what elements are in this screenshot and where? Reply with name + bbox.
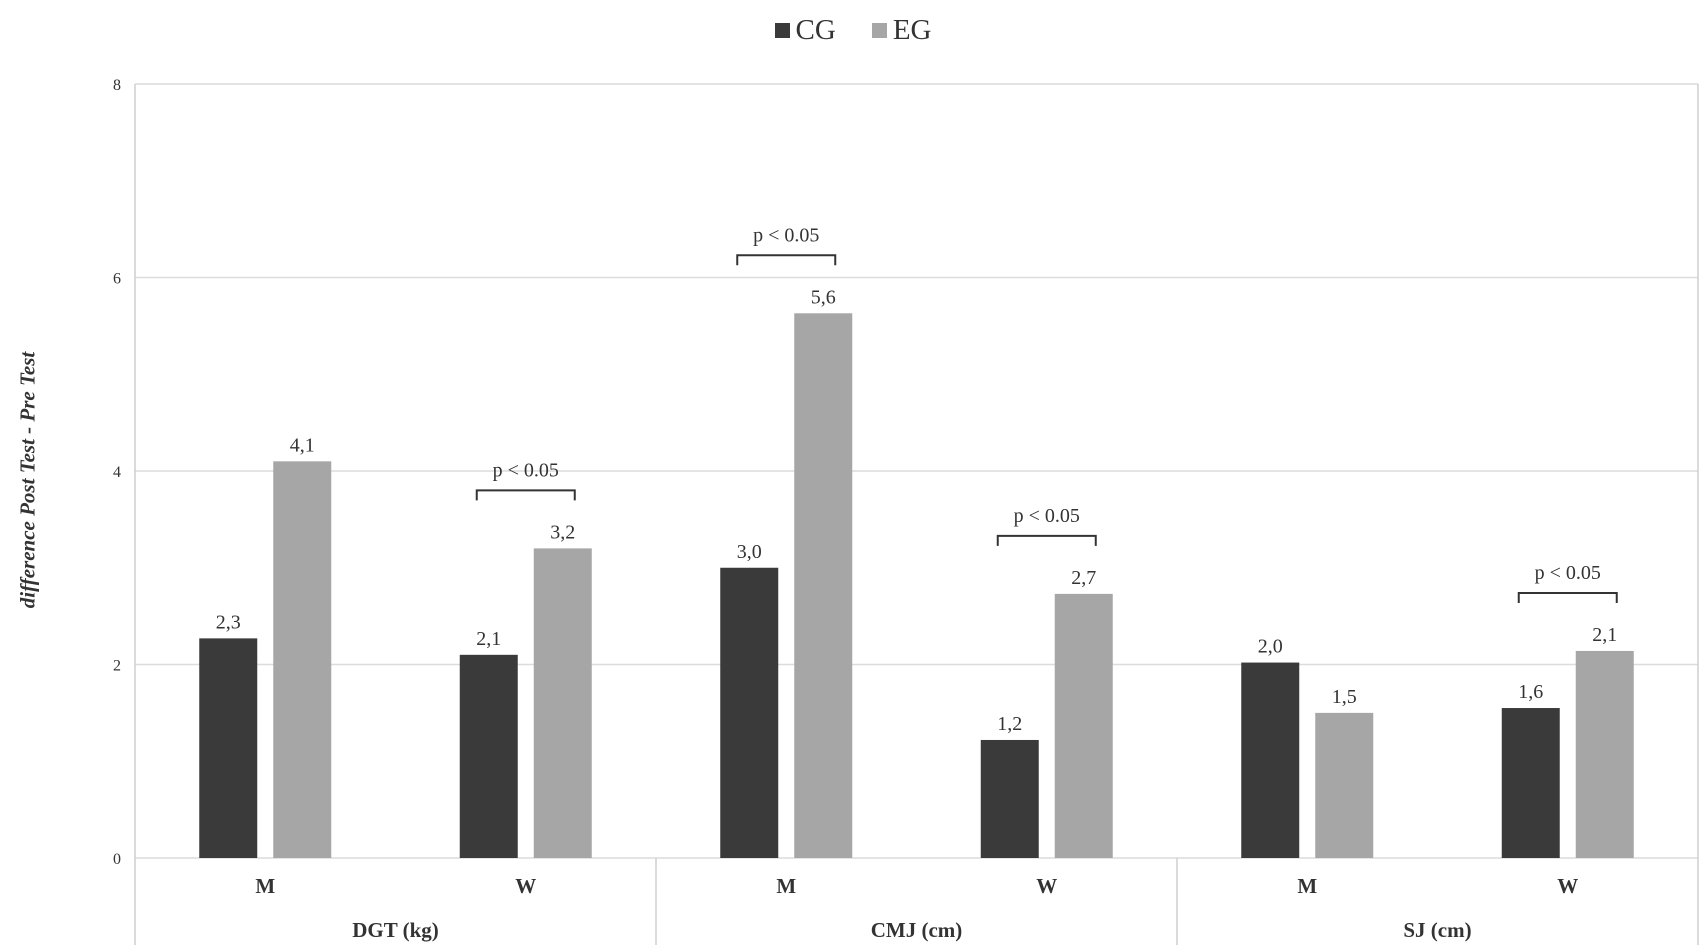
x-tick-label: W	[1036, 874, 1057, 898]
legend-label-cg: CG	[795, 14, 836, 46]
bar-eg	[1575, 650, 1634, 858]
data-label: 1,2	[997, 713, 1022, 735]
group-label: CMJ (cm)	[871, 918, 963, 942]
data-label: 3,2	[550, 521, 575, 543]
bar-cg	[1241, 662, 1300, 858]
data-label: 2,7	[1071, 567, 1096, 589]
bar-eg	[533, 548, 592, 858]
y-tick-label: 6	[113, 271, 121, 288]
significance-bracket	[1517, 591, 1618, 603]
data-label: 1,6	[1518, 681, 1543, 703]
data-label: 5,6	[811, 286, 836, 308]
data-label: 3,0	[737, 541, 762, 563]
bar-cg	[459, 654, 518, 858]
data-label: 2,1	[476, 628, 501, 650]
x-tick-label: M	[1297, 874, 1317, 898]
x-tick-label: M	[776, 874, 796, 898]
legend-swatch-cg	[774, 23, 790, 38]
y-tick-label: 2	[113, 658, 121, 675]
significance-bracket	[475, 489, 576, 501]
significance-label: p < 0.05	[1535, 562, 1601, 584]
legend-swatch-eg	[871, 23, 887, 38]
y-tick-label: 0	[113, 851, 121, 868]
bar-cg	[980, 739, 1039, 858]
data-label: 2,0	[1258, 636, 1283, 658]
significance-label: p < 0.05	[1014, 505, 1080, 527]
bar-eg	[794, 313, 853, 858]
group-label: SJ (cm)	[1403, 918, 1471, 942]
significance-label: p < 0.05	[493, 459, 559, 481]
legend: CG EG	[0, 14, 1706, 47]
bar-cg	[1501, 708, 1560, 858]
x-tick-label: W	[515, 874, 536, 898]
data-label: 2,1	[1592, 624, 1617, 646]
legend-label-eg: EG	[892, 14, 932, 46]
data-label: 4,1	[290, 434, 315, 456]
bar-cg	[199, 638, 258, 858]
data-label: 1,5	[1332, 686, 1357, 708]
data-label: 2,3	[216, 611, 241, 633]
legend-item-eg: EG	[871, 14, 932, 47]
bar-eg	[1054, 593, 1113, 858]
significance-label: p < 0.05	[753, 224, 819, 246]
x-tick-label: M	[255, 874, 275, 898]
significance-bracket	[736, 254, 837, 266]
y-tick-label: 4	[113, 464, 121, 481]
legend-item-cg: CG	[774, 14, 836, 47]
group-label: DGT (kg)	[352, 918, 439, 942]
bar-eg	[1315, 712, 1374, 858]
bar-cg	[720, 567, 779, 858]
y-tick-label: 8	[113, 77, 121, 94]
bar-eg	[273, 461, 332, 858]
x-tick-label: W	[1557, 874, 1578, 898]
significance-bracket	[996, 534, 1097, 546]
